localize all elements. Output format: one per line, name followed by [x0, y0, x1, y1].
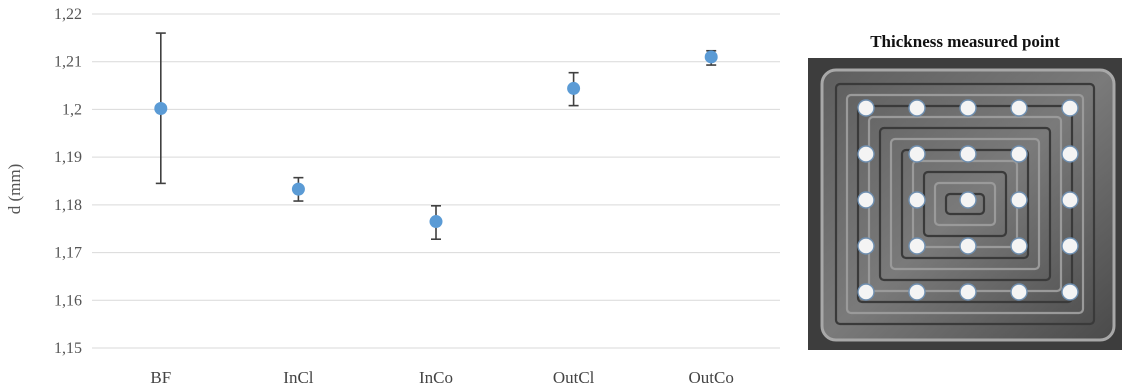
measurement-point — [1010, 191, 1028, 209]
measurement-point — [1010, 99, 1028, 117]
data-point — [154, 101, 168, 115]
error-bars — [155, 32, 717, 241]
data-point — [567, 81, 581, 95]
measurement-point — [857, 237, 875, 255]
measurement-point — [1010, 145, 1028, 163]
data-points — [154, 50, 718, 229]
data-point — [704, 50, 718, 64]
groove — [834, 82, 1096, 326]
measurement-point — [959, 283, 977, 301]
measurement-point — [908, 283, 926, 301]
measurement-point — [1061, 191, 1079, 209]
y-tick-label: 1,15 — [54, 340, 82, 357]
measurement-point — [1061, 283, 1079, 301]
y-tick-labels: 1,15 1,16 1,17 1,18 1,19 1,2 1,21 1,22 — [54, 6, 82, 357]
y-tick-label: 1,17 — [54, 245, 82, 262]
measurement-point — [1061, 145, 1079, 163]
data-point — [291, 182, 305, 196]
groove — [878, 126, 1052, 282]
y-tick-label: 1,16 — [54, 292, 82, 309]
x-tick-label: OutCl — [553, 368, 595, 387]
data-point — [429, 215, 443, 229]
x-tick-labels: BF InCl InCo OutCl OutCo — [150, 368, 733, 387]
measurement-point — [908, 237, 926, 255]
measurement-point — [959, 191, 977, 209]
measurement-point — [857, 191, 875, 209]
groove — [845, 93, 1085, 315]
machined-sample-photo — [808, 58, 1122, 350]
measurement-point — [857, 145, 875, 163]
measurement-point — [908, 145, 926, 163]
x-tick-label: InCl — [283, 368, 314, 387]
x-tick-label: OutCo — [689, 368, 734, 387]
groove — [933, 181, 997, 227]
measurement-point — [1061, 237, 1079, 255]
x-tick-label: BF — [150, 368, 171, 387]
y-tick-label: 1,19 — [54, 149, 82, 166]
measurement-point — [959, 237, 977, 255]
y-tick-label: 1,18 — [54, 197, 82, 214]
groove — [889, 137, 1041, 271]
thickness-chart: 1,15 1,16 1,17 1,18 1,19 1,2 1,21 1,22 BF InCl In… — [5, 6, 780, 387]
measurement-point — [1061, 99, 1079, 117]
y-tick-label: 1,22 — [54, 6, 82, 23]
x-tick-label: InCo — [419, 368, 453, 387]
measurement-points — [857, 99, 1079, 301]
y-tick-label: 1,2 — [62, 101, 82, 118]
photo-title: Thickness measured point — [870, 32, 1060, 51]
measurement-point — [1010, 237, 1028, 255]
y-tick-label: 1,21 — [54, 54, 82, 71]
chart-gridlines — [92, 13, 780, 349]
measurement-point — [857, 283, 875, 301]
measurement-point — [1010, 283, 1028, 301]
measurement-point — [959, 145, 977, 163]
measurement-point — [908, 191, 926, 209]
y-axis-title: d (mm) — [5, 164, 24, 215]
measurement-point — [959, 99, 977, 117]
measurement-point — [857, 99, 875, 117]
measurement-point — [908, 99, 926, 117]
sample-photo-panel: Thickness measured point — [808, 28, 1122, 350]
